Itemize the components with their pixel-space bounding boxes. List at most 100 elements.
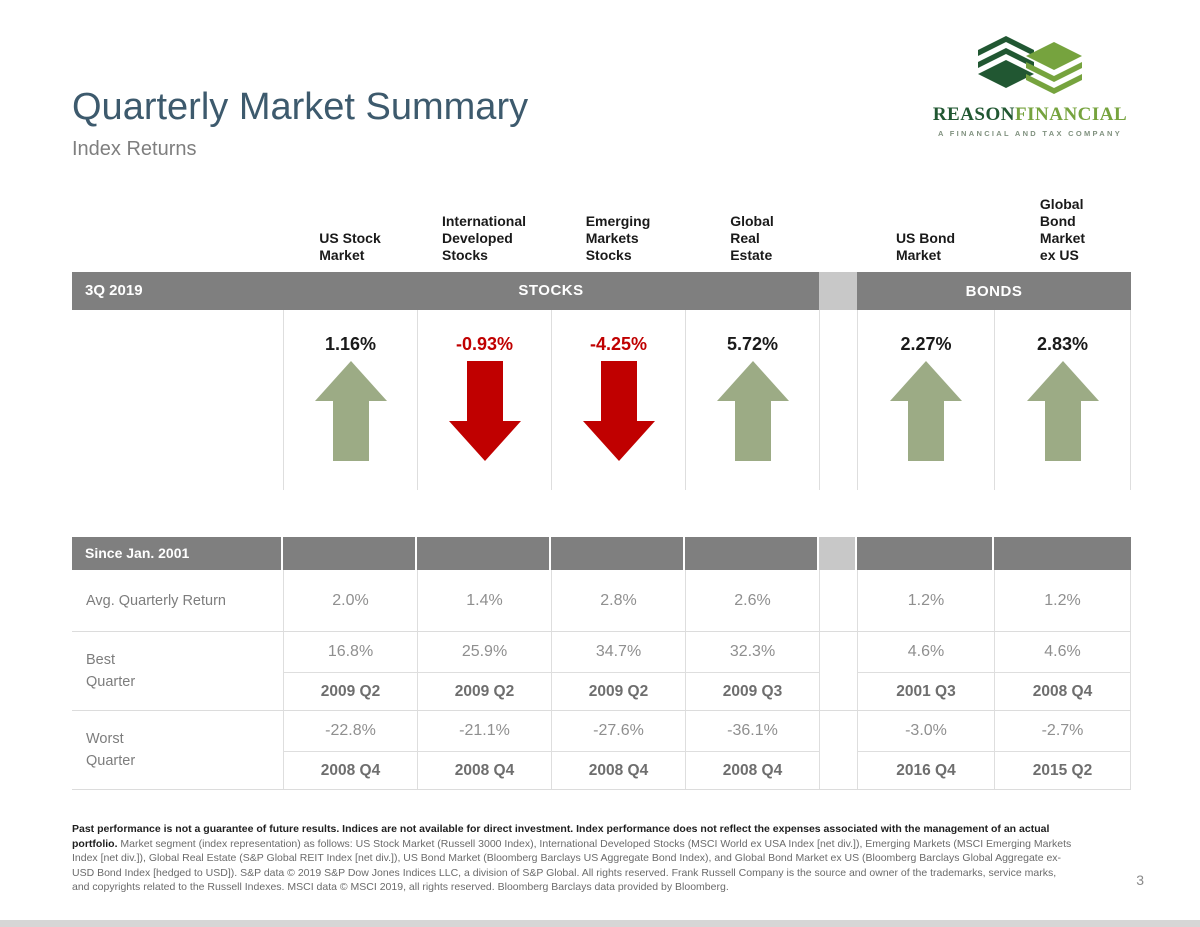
best-return-value: 4.6%	[994, 632, 1131, 672]
worst-quarter-value: 2008 Q4	[417, 751, 551, 789]
return-cell: 5.72%	[685, 310, 819, 490]
worst-quarter-value: 2008 Q4	[685, 751, 819, 789]
worst-quarter-row: Worst Quarter -22.8% 2008 Q4 -21.1% 2008 Q4-…	[72, 711, 1131, 790]
page-subtitle: Index Returns	[72, 138, 197, 160]
best-quarter-value: 2009 Q2	[551, 672, 685, 710]
avg-return-value: 1.2%	[857, 570, 994, 631]
column-header: Emerging Markets Stocks	[551, 190, 685, 272]
row-label-avg-quarterly-return: Avg. Quarterly Return	[86, 592, 226, 609]
return-cell: 1.16%	[283, 310, 417, 490]
brand-tagline: A FINANCIAL AND TAX COMPANY	[937, 129, 1123, 138]
best-return-value: 4.6%	[857, 632, 994, 672]
page-number: 3	[1136, 872, 1144, 888]
stocks-bonds-gap	[819, 711, 857, 789]
brand-secondary: FINANCIAL	[1015, 104, 1128, 125]
avg-return-value: 1.2%	[994, 570, 1131, 631]
since-band-segment	[685, 537, 819, 570]
page-bottom-strip	[0, 920, 1200, 927]
worst-return-value: -21.1%	[417, 711, 551, 751]
worst-return-value: -2.7%	[994, 711, 1131, 751]
column-header-label: Emerging Markets Stocks	[585, 213, 651, 263]
bonds-band-segment: BONDS	[857, 272, 1131, 310]
since-band-segment	[857, 537, 994, 570]
column-header-label: Global Real Estate	[730, 213, 774, 263]
disclaimer-text: Market segment (index representation) as…	[72, 837, 1072, 894]
disclaimer: Past performance is not a guarantee of f…	[72, 822, 1072, 895]
column-header: US Stock Market	[283, 190, 417, 272]
best-quarter-row: Best Quarter 16.8% 2009 Q2 25.9% 2009 Q2 34.7…	[72, 632, 1131, 711]
column-header-label: International Developed Stocks	[441, 213, 526, 263]
brand-primary: REASON	[932, 104, 1015, 125]
best-quarter-value: 2001 Q3	[857, 672, 994, 710]
period-band: 3Q 2019 STOCKS BONDS	[72, 272, 1131, 310]
column-headers-row: US Stock Market International Developed S…	[72, 190, 1131, 272]
return-value: 2.27%	[900, 334, 952, 354]
since-band-segment	[417, 537, 551, 570]
page-title: Quarterly Market Summary	[72, 86, 529, 128]
column-header: Global Real Estate	[685, 190, 819, 272]
return-cell: 2.27%	[857, 310, 994, 490]
stocks-bonds-gap	[819, 537, 857, 570]
return-cell: -4.25%	[551, 310, 685, 490]
worst-return-value: -3.0%	[857, 711, 994, 751]
company-logo: REASONFINANCIAL A FINANCIAL AND TAX COMP…	[924, 28, 1136, 138]
worst-quarter-value: 2015 Q2	[994, 751, 1131, 789]
avg-quarterly-return-row: Avg. Quarterly Return 2.0% 1.4% 2.8% 2.6% 1.2…	[72, 570, 1131, 632]
stocks-bonds-gap	[819, 570, 857, 631]
bonds-group-label: BONDS	[965, 282, 1023, 300]
row-label-worst-quarter: Worst Quarter	[86, 731, 136, 769]
best-quarter-value: 2009 Q3	[685, 672, 819, 710]
since-band-label: Since Jan. 2001	[72, 537, 283, 570]
return-value: -4.25%	[589, 334, 648, 354]
stocks-bonds-gap	[819, 190, 857, 272]
since-band-segment	[551, 537, 685, 570]
return-value: -0.93%	[455, 334, 514, 354]
return-value: 5.72%	[726, 334, 779, 354]
best-quarter-value: 2009 Q2	[417, 672, 551, 710]
worst-return-value: -27.6%	[551, 711, 685, 751]
best-return-value: 32.3%	[685, 632, 819, 672]
header-spacer	[72, 190, 283, 272]
return-cell: -0.93%	[417, 310, 551, 490]
up-arrow-icon	[314, 361, 387, 461]
returns-row-spacer	[72, 310, 283, 490]
return-value: 1.16%	[324, 334, 377, 354]
column-header: International Developed Stocks	[417, 190, 551, 272]
up-arrow-icon	[890, 361, 962, 461]
column-header: US Bond Market	[857, 190, 994, 272]
column-header-label: US Bond Market	[895, 230, 956, 263]
period-label: 3Q 2019	[85, 282, 143, 299]
market-summary-table: US Stock Market International Developed S…	[72, 190, 1131, 790]
avg-return-value: 2.0%	[283, 570, 417, 631]
worst-quarter-value: 2008 Q4	[551, 751, 685, 789]
best-return-value: 16.8%	[283, 632, 417, 672]
down-arrow-icon	[582, 361, 655, 461]
since-band-segment	[994, 537, 1131, 570]
column-header-label: US Stock Market	[319, 230, 381, 263]
stocks-band-segment: 3Q 2019 STOCKS	[72, 272, 819, 310]
quarterly-returns-row: 1.16% -0.93% -4.25% 5.72% 2.27% 2.83%	[72, 310, 1131, 490]
avg-return-value: 2.8%	[551, 570, 685, 631]
since-band-segment	[283, 537, 417, 570]
down-arrow-icon	[448, 361, 521, 461]
best-quarter-value: 2008 Q4	[994, 672, 1131, 710]
up-arrow-icon	[1026, 361, 1099, 461]
avg-return-value: 2.6%	[685, 570, 819, 631]
avg-return-value: 1.4%	[417, 570, 551, 631]
column-header: Global Bond Market ex US	[994, 190, 1131, 272]
column-header-label: Global Bond Market ex US	[1039, 196, 1086, 263]
logo-mark-icon	[978, 36, 1082, 94]
row-label-best-quarter: Best Quarter	[86, 652, 136, 690]
brand-wordmark: REASONFINANCIAL	[924, 104, 1136, 126]
stocks-group-label: STOCKS	[518, 282, 584, 299]
worst-quarter-value: 2016 Q4	[857, 751, 994, 789]
stocks-bonds-gap	[819, 310, 857, 490]
section-spacer	[72, 490, 1131, 537]
stocks-bonds-gap	[819, 632, 857, 710]
since-band: Since Jan. 2001	[72, 537, 1131, 570]
worst-return-value: -36.1%	[685, 711, 819, 751]
return-value: 2.83%	[1036, 334, 1089, 354]
best-return-value: 25.9%	[417, 632, 551, 672]
up-arrow-icon	[716, 361, 789, 461]
best-return-value: 34.7%	[551, 632, 685, 672]
